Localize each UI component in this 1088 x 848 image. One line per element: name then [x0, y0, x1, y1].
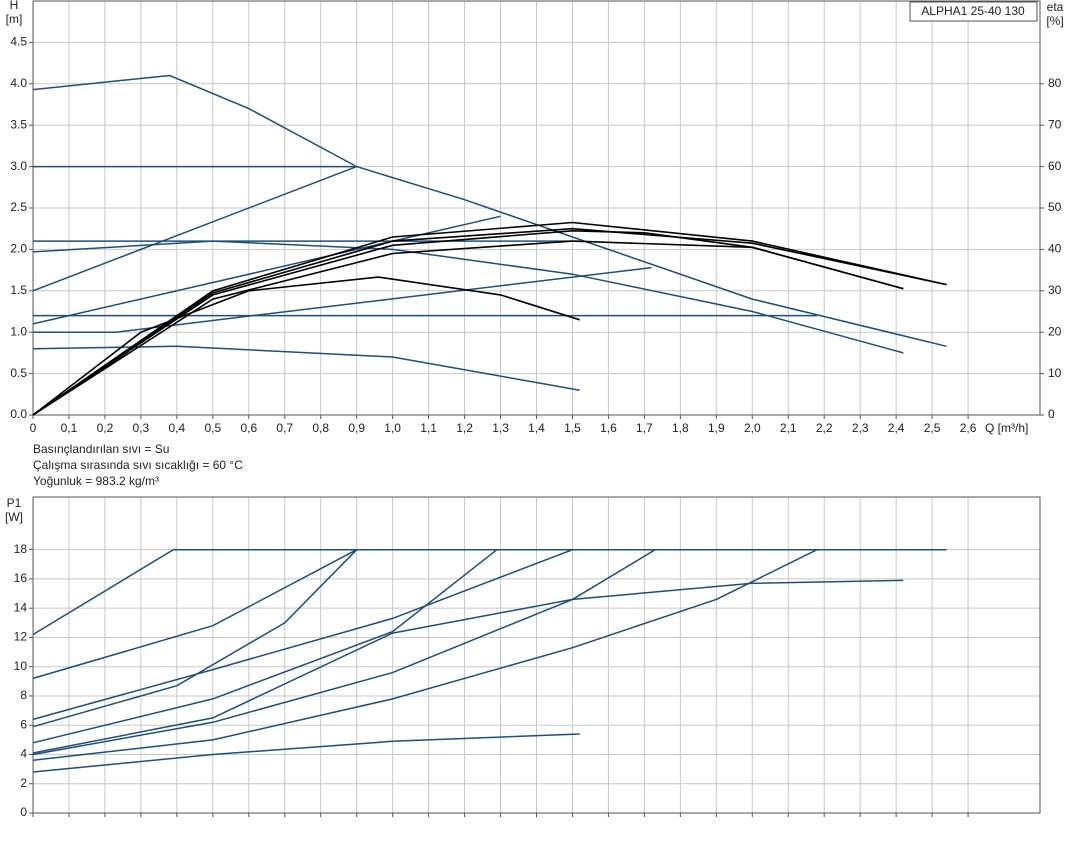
y-axis-label: [W] [5, 510, 23, 524]
x-tick-label: 2,2 [816, 421, 833, 435]
x-tick-label: 1,5 [564, 421, 581, 435]
efficiency-curve [32, 227, 947, 416]
x-tick-label: 1,7 [636, 421, 653, 435]
y2-tick-label: 60 [1048, 159, 1062, 173]
y-tick-label: 18 [14, 542, 28, 556]
y-tick-label: 8 [20, 688, 27, 702]
x-tick-label: 0,6 [240, 421, 257, 435]
curve [32, 548, 573, 721]
x-tick-label: 2,1 [780, 421, 797, 435]
x-tick-label: 0,4 [169, 421, 186, 435]
annotation: ALPHA1 25-40 130 [921, 4, 1025, 18]
y2-tick-label: 10 [1048, 366, 1062, 380]
y2-tick-label: 80 [1048, 76, 1062, 90]
curve [32, 240, 904, 354]
y-tick-label: 14 [14, 600, 28, 614]
x-tick-label: 2,5 [924, 421, 941, 435]
x-tick-label: 0,3 [133, 421, 150, 435]
x-tick-label: 0 [30, 421, 37, 435]
note: Basınçlandırılan sıvı = Su [33, 442, 169, 456]
plot-frame [32, 496, 1041, 814]
x-tick-label: 1,1 [420, 421, 437, 435]
annotation-box [909, 1, 1038, 22]
curve [32, 579, 904, 754]
x-tick-label: 1,0 [384, 421, 401, 435]
curve [32, 549, 358, 728]
y-tick-label: 2 [20, 776, 27, 790]
y-tick-label: 1.0 [10, 324, 27, 338]
curve [32, 548, 947, 636]
y-tick-label: 2.0 [10, 242, 27, 256]
y-tick-label: 0 [20, 805, 27, 819]
y-tick-label: 4.0 [10, 76, 27, 90]
y-tick-label: 6 [20, 717, 27, 731]
y-tick-label: 4.5 [10, 35, 27, 49]
x-tick-label: 0,8 [312, 421, 329, 435]
curve [32, 74, 947, 348]
y2-axis-label: [%] [1046, 14, 1063, 28]
y-tick-label: 16 [14, 571, 28, 585]
plot-frame [32, 0, 1041, 416]
y2-tick-label: 20 [1048, 324, 1062, 338]
y2-tick-label: 40 [1048, 242, 1062, 256]
y-tick-label: 10 [14, 659, 28, 673]
y2-tick-label: 30 [1048, 283, 1062, 297]
y-tick-label: 12 [14, 630, 28, 644]
y-tick-label: 3.5 [10, 117, 27, 131]
y2-tick-label: 70 [1048, 117, 1062, 131]
efficiency-curve [32, 276, 580, 416]
curve [32, 165, 357, 292]
curve [32, 215, 501, 325]
efficiency-curve [32, 229, 904, 416]
y-tick-label: 3.0 [10, 159, 27, 173]
x-tick-label: 2,4 [888, 421, 905, 435]
y-axis-label: P1 [7, 496, 22, 510]
x-tick-label: 1,2 [456, 421, 473, 435]
x-tick-label: 1,3 [492, 421, 509, 435]
x-tick-label: 1,6 [600, 421, 617, 435]
efficiency-curve [32, 221, 947, 416]
y-axis-label: H [10, 0, 19, 12]
x-tick-label: 0,7 [276, 421, 293, 435]
y2-axis-label: eta [1047, 0, 1064, 14]
curve [32, 549, 818, 762]
x-tick-label: 2,0 [744, 421, 761, 435]
curve [32, 549, 656, 756]
x-tick-label: 1,4 [528, 421, 545, 435]
curve [33, 266, 652, 333]
x-tick-label: 2,3 [852, 421, 869, 435]
x-tick-label: 0,5 [204, 421, 221, 435]
note: Çalışma sırasında sıvı sıcaklığı = 60 °C [33, 458, 243, 472]
y-tick-label: 0.5 [10, 366, 27, 380]
y2-tick-label: 0 [1048, 407, 1055, 421]
curve [32, 549, 358, 680]
x-axis-label: Q [m³/h] [985, 421, 1028, 435]
y-tick-label: 1.5 [10, 283, 27, 297]
x-tick-label: 1,8 [672, 421, 689, 435]
y-tick-label: 4 [20, 747, 27, 761]
y-tick-label: 0.0 [10, 407, 27, 421]
curve [32, 345, 580, 391]
y-tick-label: 2.5 [10, 200, 27, 214]
curve [32, 549, 498, 744]
x-tick-label: 0,9 [348, 421, 365, 435]
x-tick-label: 0,1 [61, 421, 78, 435]
curve [32, 733, 580, 773]
x-tick-label: 2,6 [960, 421, 977, 435]
x-tick-label: 1,9 [708, 421, 725, 435]
note: Yoğunluk = 983.2 kg/m³ [33, 474, 159, 488]
x-tick-label: 0,2 [97, 421, 114, 435]
y2-tick-label: 50 [1048, 200, 1062, 214]
y-axis-label: [m] [6, 12, 23, 26]
